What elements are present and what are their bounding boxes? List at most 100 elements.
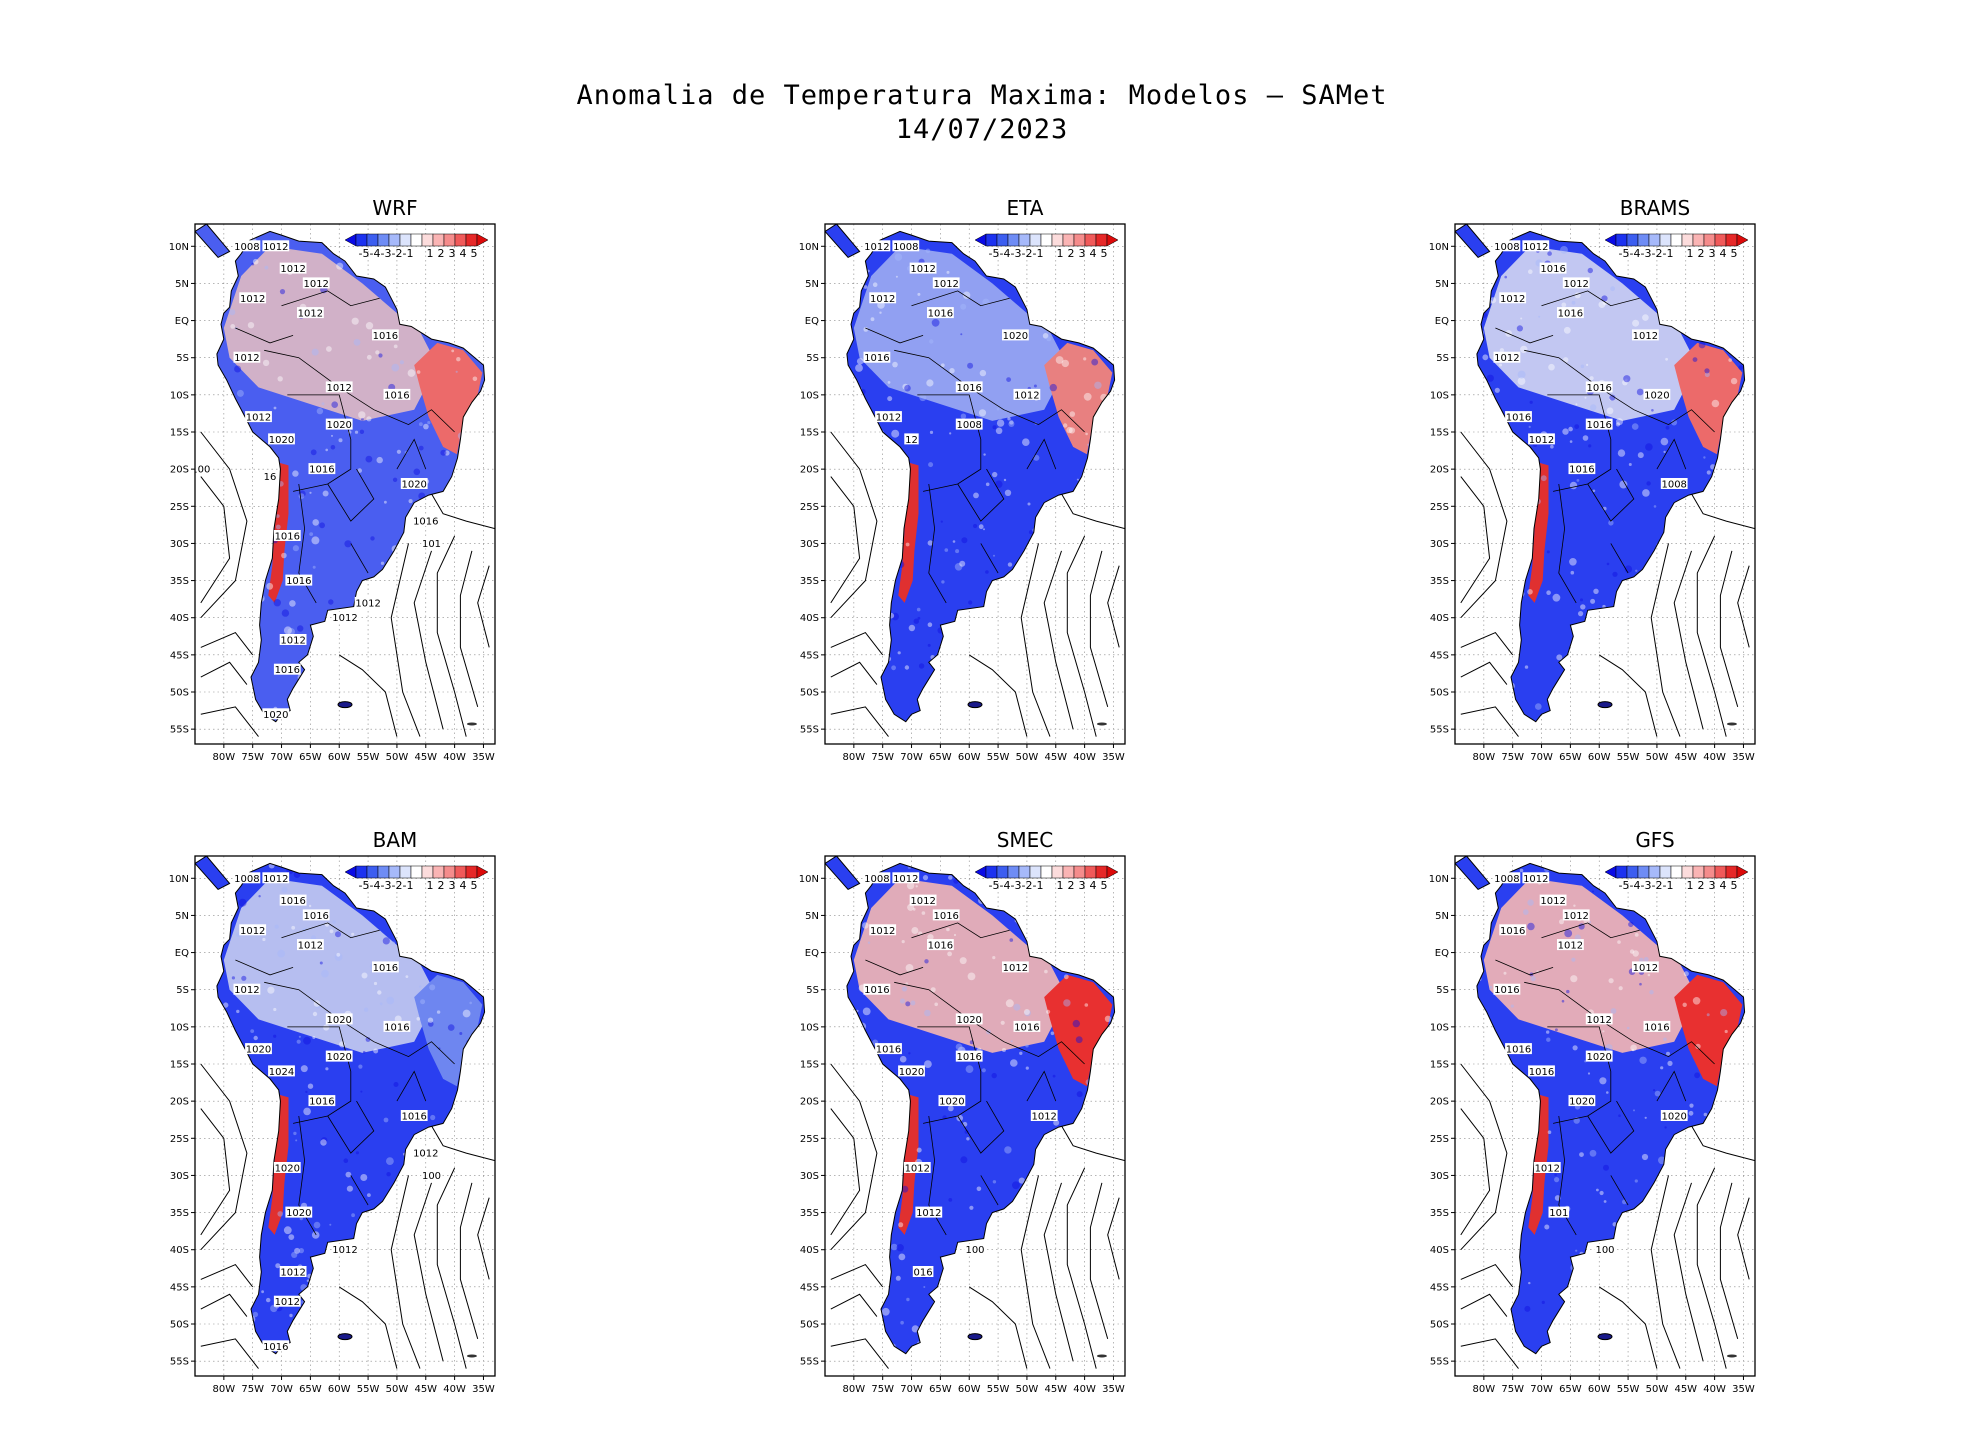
- anomaly-speckle: [1660, 437, 1669, 446]
- anomaly-speckle: [905, 1001, 911, 1007]
- anomaly-speckle: [1628, 921, 1634, 928]
- isobar-label: 1020: [246, 1045, 271, 1056]
- isobar-label: 1016: [373, 963, 398, 974]
- anomaly-speckle: [370, 536, 375, 541]
- lon-tick-label: 45W: [1674, 1384, 1697, 1395]
- isobar-contour: [1737, 565, 1750, 648]
- anomaly-speckle: [1698, 341, 1706, 349]
- anomaly-speckle: [959, 560, 966, 567]
- land-contour: [281, 922, 380, 939]
- coastline: [1476, 862, 1746, 1355]
- colorbar-label: -2: [1022, 879, 1033, 892]
- lon-tick-label: 60W: [1588, 752, 1611, 763]
- anomaly-speckle: [391, 363, 400, 372]
- isobar-label: 1012: [876, 413, 901, 424]
- anomaly-speckle: [898, 1253, 906, 1261]
- land-contour: [350, 543, 369, 574]
- anomaly-speckle: [1605, 1044, 1613, 1052]
- anomaly-speckle: [273, 406, 277, 410]
- anomaly-speckle: [1646, 481, 1651, 486]
- anomaly-speckle: [386, 1172, 391, 1177]
- colorbar-label: 3: [449, 247, 456, 260]
- anomaly-speckle: [1649, 990, 1654, 995]
- anomaly-speckle: [1530, 976, 1536, 982]
- isobar-contour: [1020, 1175, 1051, 1369]
- anomaly-speckle: [1590, 598, 1596, 604]
- isobar-contour: [1460, 1108, 1491, 1236]
- coastline: [216, 862, 486, 1355]
- anomaly-speckle: [234, 365, 242, 373]
- anomaly-speckle: [363, 1007, 369, 1012]
- anomaly-speckle: [870, 317, 875, 322]
- anomaly-speckle: [294, 1247, 301, 1254]
- anomaly-speckle: [1602, 1030, 1605, 1033]
- anomaly-speckle: [295, 1139, 298, 1142]
- isobar-label-bg: [1585, 418, 1613, 430]
- anomaly-speckle: [1619, 480, 1628, 489]
- lat-tick-label: 30S: [170, 1171, 189, 1182]
- colorbar-label: 2: [1068, 247, 1075, 260]
- isobar-contour: [200, 1338, 259, 1369]
- isobar-label-bg: [955, 418, 983, 430]
- anomaly-speckle: [896, 1244, 904, 1252]
- anomaly-speckle: [1547, 1130, 1552, 1134]
- anomaly-speckle: [1628, 463, 1632, 466]
- colorbar-label: 2: [1068, 879, 1075, 892]
- isobar-label: 1020: [1661, 1112, 1686, 1123]
- isobar-label-bg: [1533, 1162, 1561, 1173]
- anomaly-speckle: [1606, 407, 1614, 415]
- colorbar-swatch: [377, 865, 390, 879]
- anomaly-speckle: [351, 1213, 355, 1218]
- colorbar-swatch: [985, 865, 998, 879]
- anomaly-speckle: [911, 927, 919, 934]
- anomaly-speckle: [895, 275, 898, 278]
- isobar-label: 1012: [870, 926, 895, 937]
- isobar-label-bg: [245, 1043, 272, 1055]
- lat-tick-label: 5N: [805, 279, 819, 290]
- isobar-label-bg: [400, 478, 428, 489]
- anomaly-speckle: [1486, 374, 1494, 382]
- anomaly-speckle: [1704, 372, 1710, 378]
- anomaly-speckle: [913, 618, 919, 624]
- central-america: [1455, 224, 1491, 259]
- colorbar-label: 3: [1079, 247, 1086, 260]
- map-plot: 1008 101210121016101210161012101610201016…: [799, 855, 1126, 1395]
- colorbar-label: 2: [438, 879, 445, 892]
- colorbar-swatch: [1084, 865, 1097, 879]
- anomaly-speckle: [1083, 357, 1087, 361]
- anomaly-speckle: [298, 1035, 301, 1038]
- falkland-islands: [337, 1333, 353, 1341]
- anomaly-speckle: [378, 353, 383, 358]
- isobar-label-bg: [863, 240, 891, 252]
- isobar-contour: [1598, 1286, 1658, 1369]
- lon-tick-label: 80W: [213, 752, 236, 763]
- isobar-label-bg: [279, 1266, 307, 1277]
- colorbar-label: 5: [471, 247, 478, 260]
- anomaly-speckle: [1008, 421, 1015, 427]
- isobar-label: 1012: [332, 1245, 357, 1256]
- anomaly-speckle: [230, 324, 236, 329]
- isobar-label: 1012: [263, 242, 288, 253]
- anomaly-speckle: [979, 369, 987, 377]
- isobar-label-bg: [964, 1243, 986, 1255]
- isobar-contour: [1460, 1063, 1508, 1251]
- south-georgia: [466, 1354, 477, 1358]
- isobar-label: 1016: [1494, 985, 1519, 996]
- lat-tick-label: 20S: [170, 465, 189, 476]
- isobar-label: 1008: [864, 874, 889, 885]
- anomaly-speckle: [976, 1186, 982, 1192]
- land-contour: [1495, 327, 1554, 344]
- anomaly-speckle: [1517, 370, 1526, 379]
- lat-tick-label: EQ: [805, 948, 819, 959]
- isobar-label-bg: [875, 411, 902, 423]
- isobar-label-bg: [875, 1043, 902, 1055]
- anomaly-speckle: [1632, 319, 1640, 327]
- isobar-label: 1020: [326, 1052, 351, 1063]
- anomaly-speckle: [361, 417, 364, 421]
- land-contour: [287, 394, 352, 492]
- isobar-label-bg: [273, 530, 301, 541]
- anomaly-speckle: [321, 1137, 328, 1144]
- colorbar-swatch: [1703, 233, 1716, 247]
- lon-tick-label: 70W: [270, 752, 293, 763]
- isobar-label-bg: [273, 1162, 301, 1173]
